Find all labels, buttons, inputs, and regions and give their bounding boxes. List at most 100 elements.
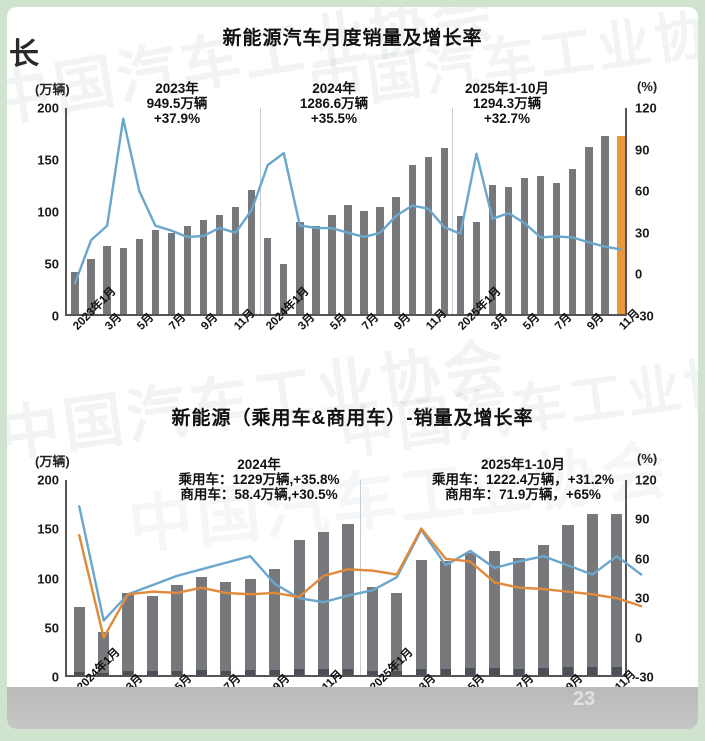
y-tick-label: 150 — [37, 152, 59, 168]
y-tick-label: 0 — [51, 308, 59, 324]
year-divider — [452, 108, 454, 314]
bar-商用车销量 — [171, 670, 183, 675]
annotation-b2025: 2025年1-10月 乘用车：1222.4万辆，+31.2% 商用车：71.9万辆，… — [393, 457, 653, 502]
bar-销量 — [264, 238, 272, 314]
bar-乘用车销量 — [391, 592, 403, 675]
annotation-line: 商用车：71.9万辆，+65% — [445, 487, 601, 503]
annotation-line: +37.9% — [153, 111, 201, 127]
bar-销量 — [536, 175, 545, 314]
annotation-a2024: 2024年 1286.6万辆 +35.5% — [269, 81, 399, 126]
bar-销量 — [408, 165, 416, 314]
bar-销量 — [328, 214, 336, 314]
bar-销量 — [472, 221, 481, 314]
bar-商用车销量 — [513, 668, 525, 675]
bar-乘用车销量 — [513, 557, 525, 675]
bar-商用车销量 — [416, 669, 427, 675]
annotation-line: +32.7% — [483, 111, 531, 127]
bar-商用车销量 — [465, 668, 476, 675]
annotation-line: 2024年 — [312, 81, 356, 96]
line-series-layer — [78, 505, 643, 639]
bar-乘用车销量 — [537, 545, 550, 675]
bar-商用车销量 — [367, 670, 378, 675]
year-divider — [259, 108, 261, 314]
corner-glyph: 长 — [9, 37, 39, 72]
bar-乘用车销量 — [611, 513, 623, 675]
annotation-b2024: 2024年 乘用车：1229万辆,+35.8% 商用车：58.4万辆,+30.5% — [119, 457, 399, 502]
bar-乘用车销量 — [269, 568, 281, 675]
bar-乘用车销量 — [488, 551, 501, 675]
bar-销量 — [585, 147, 593, 314]
bar-销量 — [569, 168, 577, 314]
y2-tick-label: 90 — [635, 511, 650, 527]
y2-tick-label: -30 — [635, 308, 654, 324]
bar-商用车销量 — [489, 668, 500, 675]
bar-商用车销量 — [98, 673, 109, 675]
bar-商用车销量 — [220, 670, 231, 675]
bottom-watermark: 23 — [573, 688, 596, 710]
chart1-right-unit: (%) — [637, 79, 658, 94]
bar-乘用车销量 — [293, 539, 305, 675]
bar-商用车销量 — [440, 668, 451, 675]
y-tick-label: 200 — [37, 472, 59, 488]
bar-销量 — [488, 185, 497, 314]
bar-乘用车销量 — [562, 525, 574, 675]
annotation-line: 1294.3万辆 — [472, 96, 542, 112]
annotation-line: 949.5万辆 — [146, 96, 208, 112]
annotation-line: 1286.6万辆 — [299, 96, 369, 112]
annotation-line: 2024年 — [237, 457, 281, 472]
y2-tick-label: 0 — [635, 630, 643, 646]
bar-销量 — [296, 222, 304, 314]
chart1-title: 新能源汽车月度销量及增长率 — [222, 28, 483, 49]
bar-乘用车销量 — [171, 585, 183, 675]
bar-商用车销量 — [391, 671, 402, 675]
y2-tick-label: 60 — [635, 551, 650, 567]
annotation-a2025: 2025年1-10月 1294.3万辆 +32.7% — [427, 81, 587, 126]
bar-销量 — [504, 186, 513, 314]
bottom-edge-band: 23 — [7, 687, 698, 729]
bar-乘用车销量 — [220, 581, 232, 675]
chart2-plot-area — [65, 480, 643, 677]
bar-商用车销量 — [122, 671, 134, 675]
annotation-a2023: 2023年 949.5万辆 +37.9% — [117, 81, 237, 126]
line-乘用车增长率 — [78, 505, 643, 622]
chart1-plot-area — [65, 108, 627, 316]
bar-商用车销量 — [196, 670, 207, 675]
bar-乘用车销量 — [122, 593, 134, 675]
bar-销量 — [167, 232, 176, 314]
bar-销量 — [119, 247, 127, 314]
bar-销量 — [312, 225, 320, 314]
line-series-layer — [73, 117, 623, 285]
bar-乘用车销量 — [244, 578, 256, 675]
bar-销量 — [360, 210, 368, 314]
bar-乘用车销量 — [440, 560, 452, 675]
y-tick-label: 50 — [44, 620, 59, 636]
annotation-line: 2025年1-10月 — [480, 457, 566, 472]
bar-商用车销量 — [147, 671, 158, 675]
bar-销量 — [344, 204, 352, 314]
bar-销量 — [199, 219, 208, 314]
bar-乘用车销量 — [317, 531, 330, 675]
bar-销量 — [135, 239, 143, 314]
report-card: 中国汽车工业协会 中国汽车工业协会 中国汽车工业协会 中国汽车工业协会 中国汽车… — [7, 7, 698, 729]
bar-销量 — [376, 207, 384, 314]
bar-商用车销量 — [293, 669, 305, 675]
chart2-right-unit: (%) — [637, 451, 658, 466]
bar-乘用车销量 — [415, 559, 427, 675]
chart-pv-cv-nev-sales: 新能源（乘用车&商用车）-销量及增长率 (万辆) (%) 0 50 100 150 20… — [7, 395, 698, 715]
bar-销量 — [392, 196, 400, 314]
bar-销量 — [520, 178, 529, 314]
bar-商用车销量 — [587, 666, 598, 675]
bar-销量 — [231, 207, 240, 314]
year-divider — [360, 480, 362, 675]
bar-乘用车销量 — [366, 586, 379, 675]
y2-tick-label: 120 — [635, 472, 657, 488]
bar-商用车销量 — [342, 668, 354, 675]
chart-monthly-nev-sales: 新能源汽车月度销量及增长率 (万辆) (%) 0 50 100 150 200 -30 0… — [7, 21, 698, 381]
bar-乘用车销量 — [73, 607, 85, 675]
y2-tick-label: 30 — [635, 225, 650, 241]
bar-商用车销量 — [245, 670, 256, 675]
bar-销量 — [215, 214, 224, 314]
bar-乘用车销量 — [195, 576, 207, 675]
bar-销量 — [456, 215, 465, 314]
bar-销量 — [87, 259, 95, 314]
